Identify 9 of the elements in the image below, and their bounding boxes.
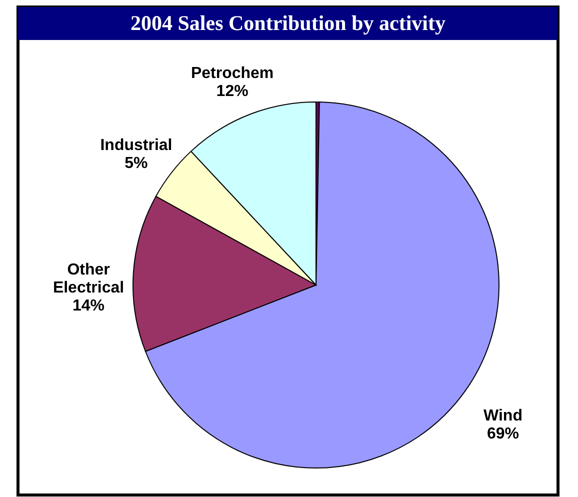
chart-title: 2004 Sales Contribution by activity (130, 11, 446, 35)
slice-label: Industrial (100, 136, 172, 154)
slice-label: Other Electrical (52, 262, 124, 297)
data-label: 69% (486, 425, 519, 442)
data-label: 12% (216, 82, 248, 100)
data-label: 14% (72, 298, 105, 315)
slice-label: Petrochem (190, 64, 274, 82)
data-label: 5% (124, 154, 148, 172)
slice-label: Wind (484, 407, 522, 424)
